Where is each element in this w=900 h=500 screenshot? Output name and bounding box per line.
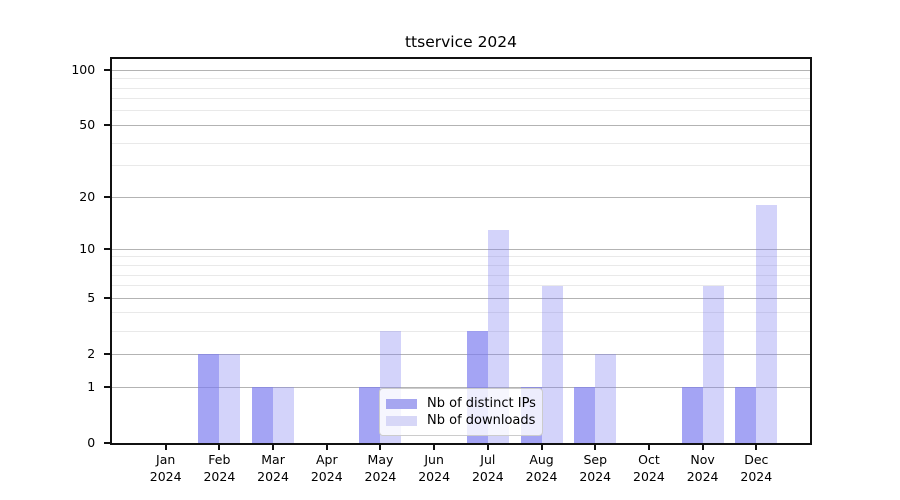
y-tick-mark <box>104 124 111 127</box>
x-tick-label: Nov 2024 <box>686 451 719 484</box>
minor-gridline <box>112 256 810 258</box>
y-tick-mark <box>104 69 111 72</box>
right-spine <box>810 57 812 445</box>
x-tick-label: Jul 2024 <box>471 451 504 484</box>
y-tick-label: 0 <box>87 434 96 450</box>
bar-downloads-nov <box>702 285 724 443</box>
minor-gridline <box>112 330 810 332</box>
legend: Nb of distinct IPs Nb of downloads <box>379 388 543 436</box>
bar-distinct-ips-sep <box>574 387 596 443</box>
x-tick-mark <box>433 444 436 450</box>
x-tick-mark <box>164 444 167 450</box>
bar-downloads-dec <box>756 205 778 443</box>
x-tick-label: Feb 2024 <box>203 451 236 484</box>
x-tick-mark <box>325 444 328 450</box>
bottom-spine <box>110 443 812 445</box>
y-tick-mark <box>104 248 111 251</box>
minor-gridline <box>112 274 810 276</box>
legend-item-distinct-ips: Nb of distinct IPs <box>386 395 536 412</box>
x-tick-mark <box>379 444 382 450</box>
y-tick-label: 5 <box>87 289 96 305</box>
y-tick-mark <box>104 442 111 444</box>
bar-distinct-ips-mar <box>252 387 274 443</box>
bar-downloads-feb <box>219 354 241 443</box>
y-tick-mark <box>104 297 111 300</box>
bar-downloads-mar <box>273 387 295 443</box>
left-spine <box>110 57 112 445</box>
x-tick-mark <box>755 444 758 450</box>
y-tick-label: 2 <box>87 345 96 361</box>
bar-distinct-ips-nov <box>681 387 703 443</box>
bar-distinct-ips-feb <box>198 354 220 443</box>
minor-gridline <box>112 165 810 167</box>
major-gridline <box>112 297 810 299</box>
x-tick-label: Sep 2024 <box>579 451 612 484</box>
x-tick-mark <box>272 444 275 450</box>
minor-gridline <box>112 265 810 266</box>
x-tick-label: May 2024 <box>364 451 397 484</box>
major-gridline <box>112 196 810 198</box>
y-tick-label: 100 <box>71 61 96 77</box>
x-tick-label: Mar 2024 <box>257 451 289 484</box>
top-spine <box>110 57 812 59</box>
bar-downloads-aug <box>541 285 563 443</box>
y-tick-mark <box>104 386 111 388</box>
x-tick-mark <box>218 444 221 450</box>
bar-distinct-ips-may <box>359 387 381 443</box>
y-tick-label: 10 <box>79 240 96 256</box>
legend-label-distinct-ips: Nb of distinct IPs <box>427 396 536 411</box>
minor-gridline <box>112 78 810 80</box>
minor-gridline <box>112 110 810 112</box>
minor-gridline <box>112 87 810 89</box>
major-gridline <box>112 69 810 71</box>
x-tick-label: Jun 2024 <box>418 451 451 484</box>
x-tick-mark <box>647 444 650 450</box>
legend-label-downloads: Nb of downloads <box>427 413 536 428</box>
y-tick-label: 1 <box>87 378 96 394</box>
y-tick-mark <box>104 353 111 356</box>
major-gridline <box>112 353 810 355</box>
minor-gridline <box>112 98 810 100</box>
legend-item-downloads: Nb of downloads <box>386 412 536 429</box>
y-tick-label: 20 <box>79 188 96 204</box>
x-tick-label: Jan 2024 <box>149 451 182 484</box>
minor-gridline <box>112 285 810 287</box>
bar-distinct-ips-dec <box>735 387 757 443</box>
y-tick-mark <box>104 196 111 199</box>
major-gridline <box>112 248 810 250</box>
bar-downloads-sep <box>595 354 617 443</box>
y-tick-label: 50 <box>79 116 96 132</box>
x-tick-label: Apr 2024 <box>310 451 343 484</box>
legend-swatch-distinct-ips <box>386 398 417 409</box>
minor-gridline <box>112 142 810 144</box>
minor-gridline <box>112 312 810 314</box>
major-gridline <box>112 124 810 126</box>
x-tick-mark <box>701 444 704 450</box>
x-tick-label: Dec 2024 <box>740 451 773 484</box>
x-tick-mark <box>486 444 489 450</box>
legend-swatch-downloads <box>386 415 417 426</box>
x-tick-mark <box>540 444 543 450</box>
x-tick-label: Oct 2024 <box>633 451 665 484</box>
chart-title: ttservice 2024 <box>404 33 518 51</box>
x-tick-mark <box>594 444 597 450</box>
x-tick-label: Aug 2024 <box>525 451 558 484</box>
major-gridline <box>112 386 810 388</box>
